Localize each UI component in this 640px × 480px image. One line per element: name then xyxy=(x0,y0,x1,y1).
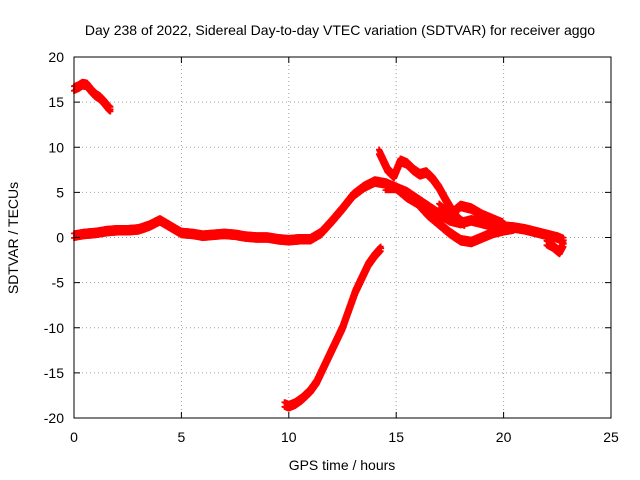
data-point xyxy=(500,220,507,227)
chart-title: Day 238 of 2022, Sidereal Day-to-day VTE… xyxy=(85,22,595,38)
y-tick-label: 15 xyxy=(48,94,64,110)
y-tick-label: -20 xyxy=(44,410,64,426)
y-tick-label: -10 xyxy=(44,320,64,336)
x-tick-label: 0 xyxy=(70,429,78,445)
y-tick-label: -5 xyxy=(52,275,65,291)
data-point xyxy=(378,245,385,252)
x-tick-label: 5 xyxy=(178,429,186,445)
series-late-low xyxy=(543,237,567,258)
tick-labels: 0 5 10 15 20 25 -20 -15 -10 -5 0 5 10 15 20 xyxy=(44,49,619,445)
y-tick-label: 0 xyxy=(56,230,64,246)
y-tick-label: 20 xyxy=(48,49,64,65)
data-points xyxy=(71,78,567,412)
series-negative-branch xyxy=(281,243,385,412)
series-afternoon-upper xyxy=(376,146,468,229)
series-afternoon-lower xyxy=(382,182,518,248)
data-point xyxy=(560,240,567,247)
series-early-high xyxy=(71,78,114,115)
y-tick-label: 5 xyxy=(56,184,64,200)
series-afternoon-mid xyxy=(436,200,507,229)
series-main xyxy=(71,176,567,246)
x-tick-label: 15 xyxy=(388,429,404,445)
y-axis-label: SDTVAR / TECUs xyxy=(5,182,21,294)
data-point xyxy=(107,106,114,113)
x-tick-label: 10 xyxy=(281,429,297,445)
axis-ticks xyxy=(73,56,612,419)
y-tick-label: 10 xyxy=(48,139,64,155)
y-tick-label: -15 xyxy=(44,365,64,381)
x-tick-label: 25 xyxy=(603,429,619,445)
grid-lines xyxy=(74,57,611,418)
data-point xyxy=(511,225,518,232)
x-tick-label: 20 xyxy=(496,429,512,445)
x-axis-label: GPS time / hours xyxy=(289,457,396,473)
data-point xyxy=(461,220,468,227)
